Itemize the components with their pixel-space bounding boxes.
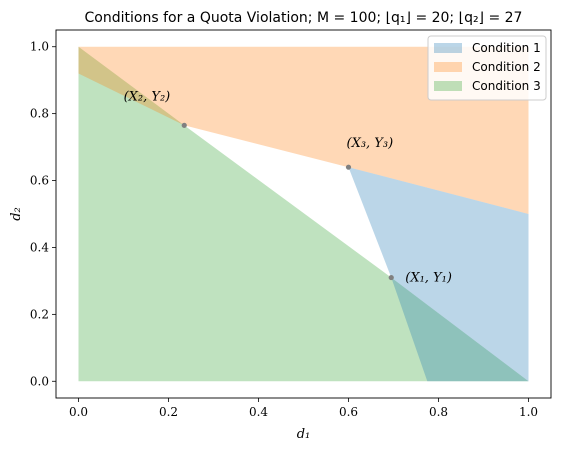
chart-title: Conditions for a Quota Violation; M = 10… (85, 10, 523, 26)
legend-swatch-3 (434, 81, 462, 91)
y-tick-label: 0.6 (30, 174, 49, 188)
x-tick-label: 0.8 (429, 405, 448, 419)
y-tick-label: 1.0 (30, 40, 49, 54)
y-tick-label: 0.4 (30, 240, 49, 254)
region-condition-2 (78, 46, 529, 215)
legend-swatch-1 (434, 43, 462, 53)
legend-label-1: Condition 1 (472, 41, 541, 55)
x-tick-label: 0.6 (339, 405, 358, 419)
legend-box (427, 35, 547, 101)
x-tick-label: 0.0 (69, 405, 88, 419)
legend-swatch-2 (434, 62, 462, 72)
x-tick-label: 0.4 (249, 405, 268, 419)
y-tick-label: 0.0 (30, 374, 49, 388)
x-tick-label: 0.2 (159, 405, 178, 419)
axes-frame (55, 29, 552, 399)
point-label-2: (X₂, Y₂) (124, 89, 171, 104)
y-tick-label: 0.8 (30, 107, 49, 121)
y-tick-label: 0.2 (30, 307, 49, 321)
region-condition-1 (348, 167, 529, 382)
legend-label-2: Condition 2 (472, 60, 541, 74)
x-tick-label: 1.0 (519, 405, 538, 419)
point-label-1: (X₁, Y₁) (405, 271, 452, 286)
x-axis-label: d₁ (297, 427, 311, 442)
intersection-point-3 (345, 164, 352, 170)
legend: Condition 1 Condition 2 Condition 3 (427, 35, 547, 101)
point-label-3: (X₃, Y₃) (347, 136, 394, 151)
intersection-point-2 (181, 122, 187, 128)
legend-label-3: Condition 3 (472, 79, 541, 93)
y-axis-label: d₂ (9, 207, 24, 221)
plot-area: 0.0 0.2 0.4 0.6 0.8 1.0 0.0 0.2 0.4 0.6 0.8 1.0 (X₁,… (30, 29, 552, 419)
intersection-point-1 (388, 274, 394, 281)
region-overlap-1 (391, 277, 529, 382)
region-condition-3 (78, 46, 529, 382)
